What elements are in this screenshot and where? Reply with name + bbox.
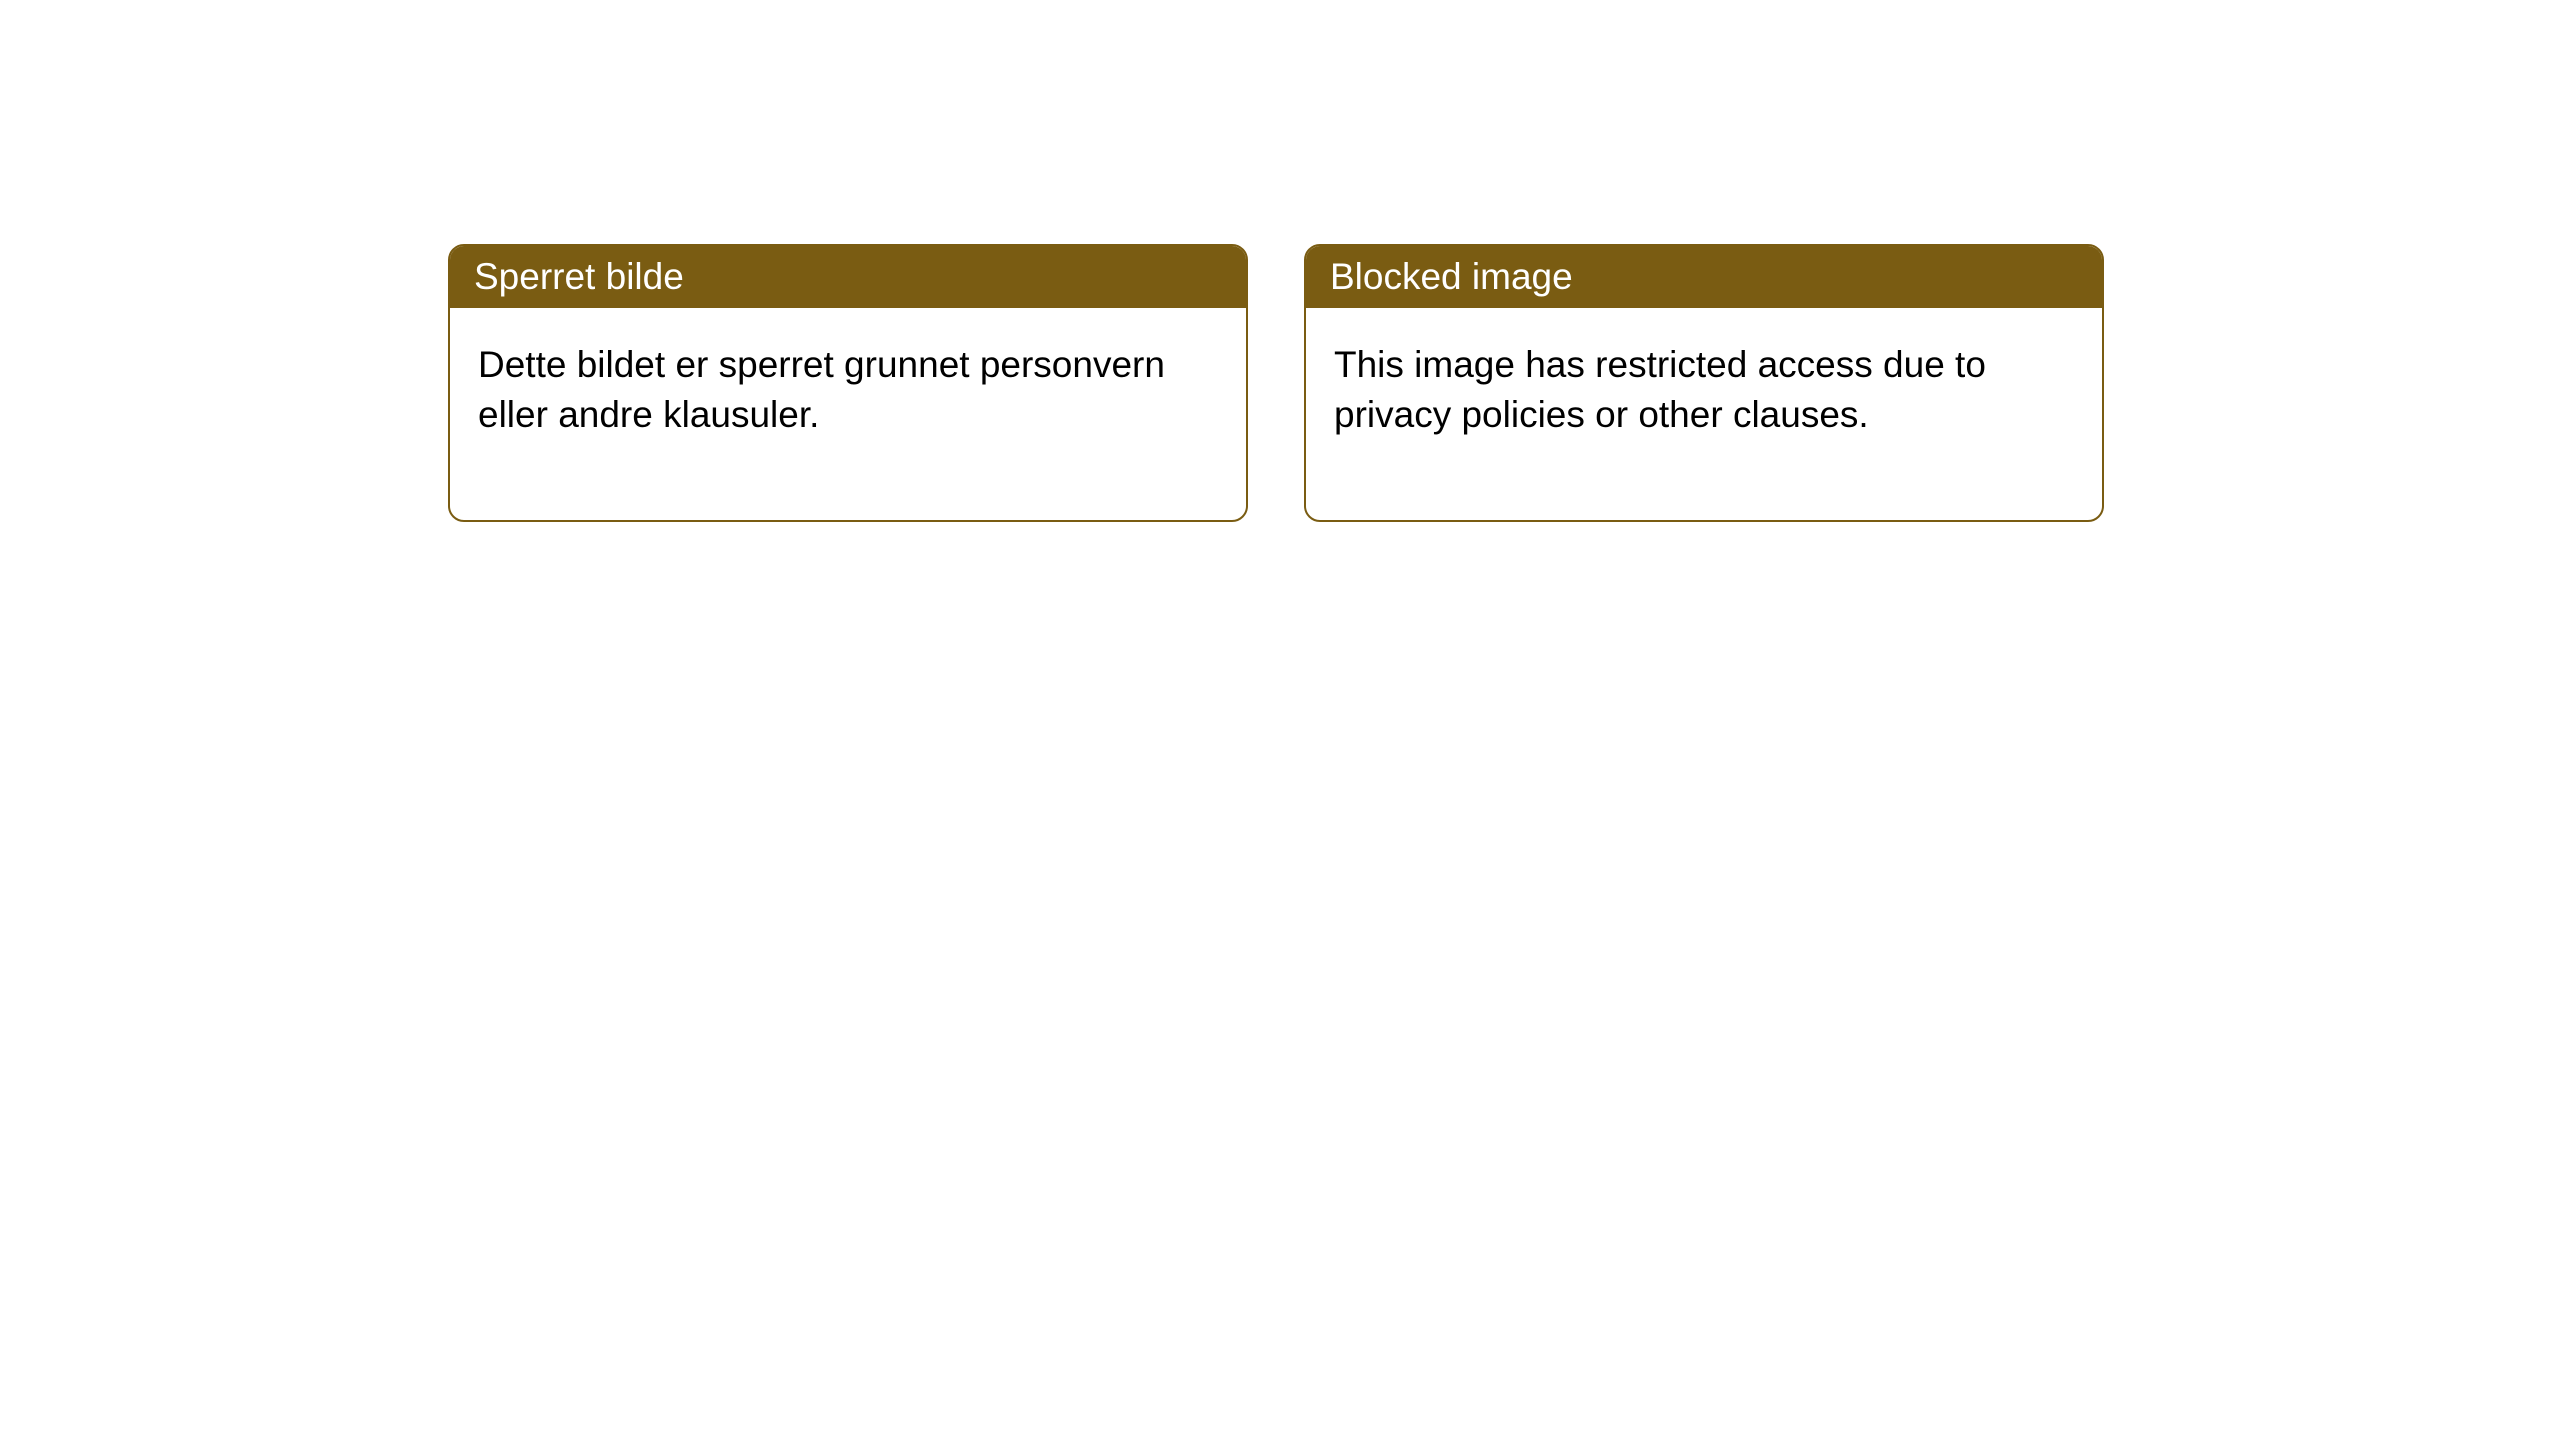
notice-header-english: Blocked image: [1306, 246, 2102, 308]
notice-box-english: Blocked image This image has restricted …: [1304, 244, 2104, 522]
notice-body-norwegian: Dette bildet er sperret grunnet personve…: [450, 308, 1246, 520]
notices-container: Sperret bilde Dette bildet er sperret gr…: [0, 0, 2560, 522]
notice-body-english: This image has restricted access due to …: [1306, 308, 2102, 520]
notice-box-norwegian: Sperret bilde Dette bildet er sperret gr…: [448, 244, 1248, 522]
notice-header-norwegian: Sperret bilde: [450, 246, 1246, 308]
